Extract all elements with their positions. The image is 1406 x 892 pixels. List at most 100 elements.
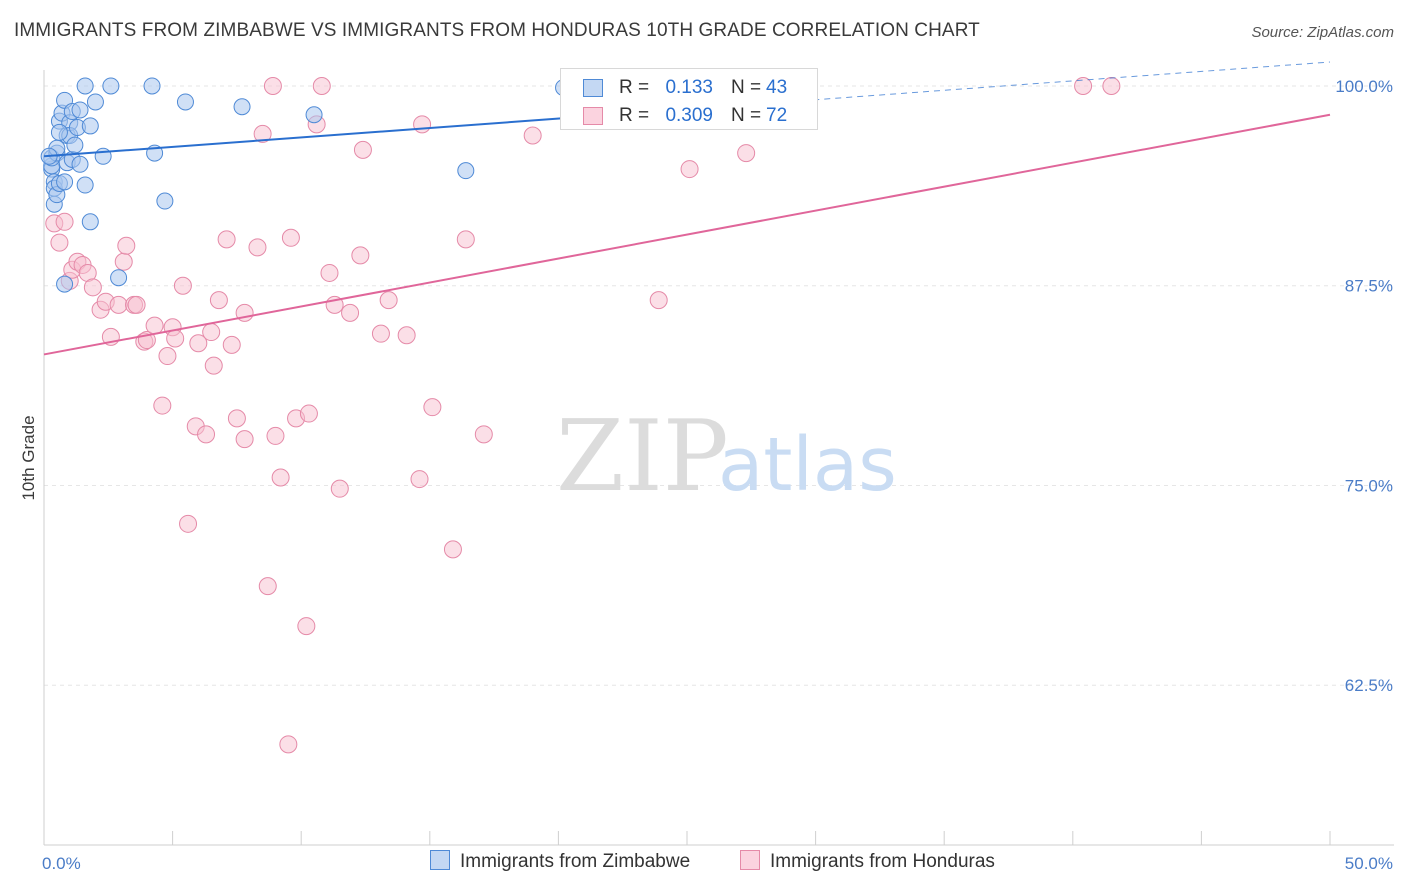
honduras-point — [1074, 76, 1093, 95]
n-value: 72 — [766, 105, 788, 126]
zimbabwe-trend-line — [43, 117, 562, 158]
zimbabwe-point — [76, 176, 94, 194]
watermark: ZIP atlas — [556, 400, 897, 514]
zimbabwe-point — [56, 173, 74, 191]
honduras-point — [235, 430, 254, 449]
zimbabwe-point — [81, 213, 99, 231]
honduras-point — [456, 230, 475, 249]
honduras-point — [189, 334, 208, 353]
zimbabwe-point — [305, 106, 323, 124]
zimbabwe-points — [40, 77, 573, 293]
r-value: 0.309 — [665, 105, 713, 126]
legend-row-honduras: R = 0.309 N = 72 — [561, 101, 817, 129]
n-label: N = — [731, 105, 762, 126]
watermark-atlas: atlas — [718, 422, 897, 508]
legend-row-zimbabwe: R = 0.133 N = 43 — [561, 73, 817, 101]
zimbabwe-swatch — [583, 79, 603, 97]
y-tick-label: 62.5% — [1345, 676, 1393, 695]
zimbabwe-point — [156, 192, 174, 210]
x-tick-label: 50.0% — [1345, 854, 1393, 873]
zimbabwe-point — [76, 77, 94, 95]
honduras-point — [299, 404, 318, 423]
honduras-point — [145, 316, 164, 335]
honduras-point — [253, 124, 272, 143]
honduras-point — [271, 468, 290, 487]
honduras-point — [55, 212, 74, 231]
honduras-point — [341, 303, 360, 322]
zimbabwe-point — [66, 136, 84, 154]
bottom-legend-zimbabwe[interactable]: Immigrants from Zimbabwe — [430, 850, 690, 873]
honduras-point — [227, 409, 246, 428]
honduras-point — [202, 323, 221, 342]
honduras-point — [179, 514, 198, 533]
honduras-point — [173, 276, 192, 295]
zimbabwe-point — [86, 93, 104, 111]
chart-title: IMMIGRANTS FROM ZIMBABWE VS IMMIGRANTS F… — [14, 20, 980, 41]
honduras-point — [197, 425, 216, 444]
honduras-point — [248, 238, 267, 257]
gridlines — [44, 85, 1394, 686]
x-tick-label: 0.0% — [42, 854, 81, 873]
n-label: N = — [731, 77, 762, 98]
honduras-point — [114, 252, 133, 271]
honduras-point — [50, 233, 69, 252]
tick-labels: 62.5% 75.0% 87.5% 100.0% 0.0% 50.0% — [42, 77, 1393, 873]
honduras-legend-label: Immigrants from Honduras — [770, 851, 995, 872]
honduras-point — [413, 115, 432, 134]
honduras-point — [649, 291, 668, 310]
honduras-legend-swatch — [740, 850, 760, 870]
honduras-point — [312, 76, 331, 95]
zimbabwe-legend-label: Immigrants from Zimbabwe — [460, 851, 691, 872]
watermark-zip: ZIP — [556, 400, 729, 514]
honduras-point — [281, 228, 300, 247]
zimbabwe-point — [50, 123, 68, 141]
honduras-point — [410, 470, 429, 489]
honduras-point — [204, 356, 223, 375]
zimbabwe-trend-extension — [560, 61, 1331, 119]
honduras-point — [266, 426, 285, 445]
honduras-trend-line — [43, 113, 1331, 356]
honduras-point — [443, 540, 462, 559]
honduras-point — [222, 335, 241, 354]
honduras-point — [117, 236, 136, 255]
axes — [43, 70, 1394, 846]
r-value: 0.133 — [665, 77, 713, 98]
zimbabwe-legend-swatch — [430, 850, 450, 870]
zimbabwe-point — [110, 269, 128, 287]
honduras-swatch — [583, 107, 603, 125]
honduras-point — [397, 326, 416, 345]
zimbabwe-point — [71, 101, 89, 119]
honduras-point — [166, 329, 185, 348]
honduras-point — [320, 263, 339, 282]
y-axis-label: 10th Grade — [19, 415, 38, 500]
zimbabwe-point — [71, 155, 89, 173]
honduras-point — [153, 396, 172, 415]
honduras-point — [158, 347, 177, 366]
honduras-point — [127, 295, 146, 314]
bottom-legend-honduras[interactable]: Immigrants from Honduras — [740, 850, 995, 873]
zimbabwe-point — [457, 162, 475, 180]
stats-legend: R = 0.133 N = 43 R = 0.309 N = 72 — [560, 68, 818, 130]
honduras-point — [217, 230, 236, 249]
honduras-point — [279, 735, 298, 754]
honduras-point — [1102, 76, 1121, 95]
source-label: Source: ZipAtlas.com — [1251, 24, 1394, 41]
honduras-point — [109, 295, 128, 314]
honduras-point — [379, 291, 398, 310]
y-tick-label: 100.0% — [1335, 77, 1393, 96]
zimbabwe-point — [143, 77, 161, 95]
honduras-point — [351, 246, 370, 265]
trend-lines — [43, 61, 1331, 356]
r-label: R = — [619, 105, 650, 126]
honduras-point — [474, 425, 493, 444]
zimbabwe-point — [233, 98, 251, 116]
y-tick-label: 87.5% — [1345, 277, 1393, 296]
honduras-point — [297, 617, 316, 636]
n-value: 43 — [766, 77, 788, 98]
honduras-point — [258, 577, 277, 596]
zimbabwe-point — [176, 93, 194, 111]
zimbabwe-point — [102, 77, 120, 95]
honduras-point — [209, 291, 228, 310]
y-tick-label: 75.0% — [1345, 476, 1393, 495]
